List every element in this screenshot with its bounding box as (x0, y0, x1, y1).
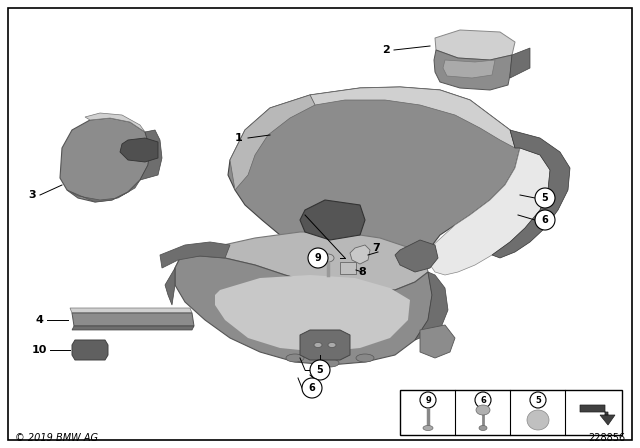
Ellipse shape (328, 343, 336, 348)
Polygon shape (228, 87, 520, 295)
Polygon shape (420, 325, 455, 358)
Polygon shape (434, 50, 512, 90)
Ellipse shape (476, 405, 490, 415)
Polygon shape (415, 272, 448, 340)
Polygon shape (300, 200, 365, 240)
Circle shape (420, 392, 436, 408)
Text: 2: 2 (382, 45, 390, 55)
Ellipse shape (322, 254, 334, 262)
Circle shape (310, 360, 330, 380)
Polygon shape (67, 180, 140, 202)
Circle shape (475, 392, 491, 408)
Polygon shape (492, 130, 570, 258)
Text: 228856: 228856 (588, 433, 625, 443)
Circle shape (535, 210, 555, 230)
Circle shape (302, 378, 322, 398)
Ellipse shape (527, 410, 549, 430)
Ellipse shape (314, 343, 322, 348)
Polygon shape (310, 87, 515, 148)
Ellipse shape (479, 426, 487, 431)
Polygon shape (175, 232, 428, 290)
Text: © 2019 BMW AG: © 2019 BMW AG (15, 433, 98, 443)
Ellipse shape (423, 426, 433, 431)
Text: 6: 6 (308, 383, 316, 393)
Polygon shape (510, 48, 530, 78)
Polygon shape (428, 148, 550, 275)
Polygon shape (435, 30, 515, 60)
Polygon shape (72, 340, 108, 360)
Text: 6: 6 (541, 215, 548, 225)
Polygon shape (70, 308, 192, 313)
Polygon shape (230, 95, 315, 190)
Bar (400, 390, 622, 435)
Ellipse shape (286, 354, 304, 362)
Polygon shape (60, 118, 150, 202)
Polygon shape (165, 268, 175, 305)
Polygon shape (175, 256, 432, 365)
Polygon shape (350, 245, 370, 264)
Polygon shape (85, 113, 145, 132)
Text: 9: 9 (425, 396, 431, 405)
Polygon shape (72, 313, 194, 326)
Text: 5: 5 (541, 193, 548, 203)
Circle shape (530, 392, 546, 408)
Circle shape (535, 188, 555, 208)
Text: 1: 1 (235, 133, 243, 143)
Polygon shape (215, 275, 410, 352)
Polygon shape (140, 130, 162, 180)
Text: 6: 6 (480, 396, 486, 405)
Text: 3: 3 (28, 190, 36, 200)
Polygon shape (72, 326, 194, 330)
Text: 8: 8 (358, 267, 365, 277)
Text: 10: 10 (32, 345, 47, 355)
Ellipse shape (321, 359, 339, 367)
Text: 7: 7 (372, 243, 380, 253)
Circle shape (308, 248, 328, 268)
Text: 4: 4 (35, 315, 43, 325)
Polygon shape (120, 138, 158, 162)
Text: 5: 5 (317, 365, 323, 375)
Polygon shape (160, 242, 230, 268)
Ellipse shape (356, 354, 374, 362)
Polygon shape (300, 330, 350, 360)
Polygon shape (443, 60, 495, 78)
Polygon shape (580, 405, 615, 425)
Text: 9: 9 (315, 253, 321, 263)
Polygon shape (395, 240, 438, 272)
Bar (340, 262, 356, 274)
Text: 5: 5 (535, 396, 541, 405)
